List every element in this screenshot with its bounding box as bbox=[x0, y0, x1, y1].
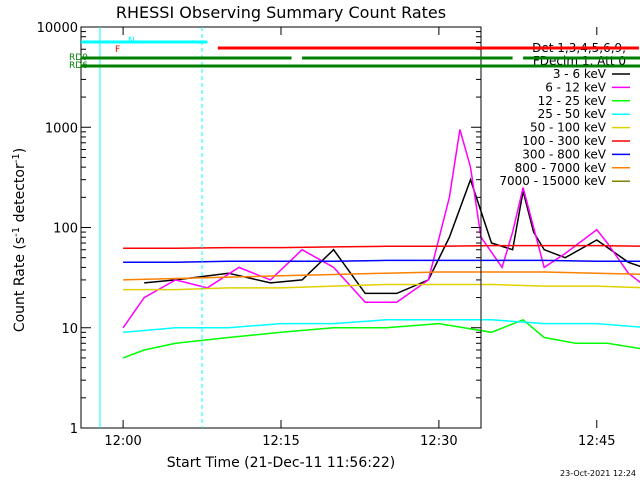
legend-entry: 25 - 50 keV bbox=[538, 107, 607, 121]
legend-entry: 12 - 25 keV bbox=[538, 94, 607, 108]
state-bar-label: F bbox=[115, 45, 120, 55]
y-label-end: ) bbox=[12, 148, 28, 153]
state-bar-label: RD0 bbox=[69, 53, 88, 63]
x-tick-label: 12:15 bbox=[262, 434, 299, 449]
series-line-1 bbox=[122, 129, 640, 329]
legend: Det 1,3,4,5,6,9,FDecim 1, Att 03 - 6 keV… bbox=[499, 41, 630, 188]
series-line-5 bbox=[123, 244, 640, 250]
date-stamp: 23-Oct-2021 12:24 bbox=[560, 469, 636, 478]
y-tick-label: 10 bbox=[61, 322, 78, 337]
state-bar-label: N bbox=[128, 36, 135, 46]
x-axis-label: Start Time (21-Dec-11 11:56:22) bbox=[167, 455, 395, 471]
series-line-0 bbox=[144, 177, 640, 295]
y-tick-label: 10000 bbox=[37, 21, 78, 36]
series-line-6 bbox=[123, 259, 640, 264]
y-tick-label: 100 bbox=[53, 222, 78, 237]
x-tick-label: 12:00 bbox=[104, 434, 141, 449]
plot-layer bbox=[122, 129, 640, 359]
plot-border bbox=[80, 26, 482, 429]
y-axis-label: Count Rate (s-1 detector-1) bbox=[11, 148, 29, 332]
y-tick-label: 1 bbox=[70, 422, 78, 437]
y-label-sup2: -1 bbox=[11, 153, 22, 163]
series-line-7 bbox=[123, 271, 640, 281]
legend-entry: 3 - 6 keV bbox=[553, 67, 607, 81]
y-label-mid: detector bbox=[12, 163, 28, 227]
legend-entry: 7000 - 15000 keV bbox=[499, 174, 606, 188]
y-tick-labels: 1 10 100 1000 10000 bbox=[37, 21, 481, 437]
series-line-4 bbox=[123, 283, 640, 291]
y-tick-label: 1000 bbox=[45, 121, 78, 136]
legend-entry: 50 - 100 keV bbox=[530, 121, 607, 135]
series-line-2 bbox=[122, 318, 640, 359]
legend-entry: 300 - 800 keV bbox=[522, 147, 606, 161]
legend-entry: 6 - 12 keV bbox=[545, 80, 607, 94]
x-tick-label: 12:45 bbox=[578, 434, 615, 449]
chart-title: RHESSI Observing Summary Count Rates bbox=[116, 3, 446, 22]
series-line-3 bbox=[123, 319, 640, 334]
legend-entry: 100 - 300 keV bbox=[522, 134, 606, 148]
y-label-sup1: -1 bbox=[11, 227, 22, 237]
legend-entry: 800 - 7000 keV bbox=[515, 161, 607, 175]
x-tick-label: 12:30 bbox=[420, 434, 457, 449]
state-bar-label: RD6 bbox=[69, 61, 88, 71]
y-label-main: Count Rate (s bbox=[12, 237, 28, 332]
